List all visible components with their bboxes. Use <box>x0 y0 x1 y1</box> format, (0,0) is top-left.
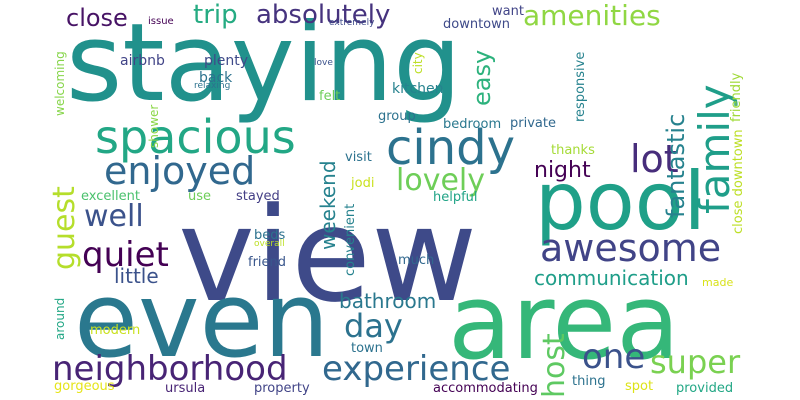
word-enjoyed: enjoyed <box>104 149 256 193</box>
word-experience: experience <box>322 349 511 389</box>
word-property: property <box>254 381 310 396</box>
word-absolutely: absolutely <box>256 0 391 30</box>
word-spot: spot <box>625 379 654 394</box>
word-helpful: helpful <box>433 190 478 205</box>
word-shower: shower <box>147 104 161 148</box>
word-super: super <box>650 343 741 381</box>
word-issue: issue <box>148 16 174 27</box>
word-felt: felt <box>319 89 341 104</box>
word-quiet: quiet <box>82 235 169 275</box>
word-host: host <box>537 333 572 398</box>
word-downtown: downtown <box>443 17 510 32</box>
word-well: well <box>84 199 144 234</box>
word-extremely: extremely <box>329 18 375 28</box>
word-much: much <box>398 253 435 268</box>
word-stayed: stayed <box>236 189 280 204</box>
word-beds: beds <box>254 228 286 243</box>
word-even: even <box>74 259 330 381</box>
word-back: back <box>199 70 233 86</box>
word-one: one <box>582 337 646 377</box>
word-night: night <box>534 158 591 183</box>
word-close-downtown: close downtown <box>731 129 746 234</box>
word-pool: pool <box>535 155 706 248</box>
word-jodi: jodi <box>351 176 375 191</box>
word-modern: modern <box>90 323 141 338</box>
word-bedroom: bedroom <box>443 117 502 132</box>
word-little: little <box>114 264 159 288</box>
word-lovely: guest <box>47 186 82 270</box>
word-private: private <box>510 116 556 131</box>
word-ursula: ursula <box>165 381 206 396</box>
word-cindy: cindy <box>386 120 516 176</box>
word-relaxing: relaxing <box>194 81 231 91</box>
word-town: town <box>351 341 383 356</box>
word-weekend: weekend <box>316 160 340 250</box>
word-responsive: responsive <box>573 51 588 122</box>
word-kitchen: kitchen <box>392 81 444 97</box>
word-accommodating: accommodating <box>433 381 538 396</box>
word-thanks: thanks <box>551 143 595 158</box>
word-use: use <box>188 189 212 204</box>
word-lot: lot <box>630 137 679 181</box>
word-amenities: amenities <box>523 0 661 32</box>
word-love: love <box>314 58 333 68</box>
word-staying: staying <box>66 1 462 126</box>
word-guest: lovely <box>396 163 485 198</box>
word-airbnb: airbnb <box>120 53 165 69</box>
word-city: city <box>411 52 425 74</box>
word-around: around <box>53 297 67 340</box>
word-communication: communication <box>534 266 689 290</box>
word-close: close <box>66 4 128 32</box>
word-neighborhood: neighborhood <box>52 349 288 389</box>
word-provided: provided <box>676 381 734 396</box>
word-overall: overall <box>254 239 285 249</box>
word-area: area <box>448 261 680 383</box>
word-friend: friend <box>248 255 287 270</box>
word-want: want <box>492 4 524 19</box>
word-trip: trip <box>193 0 238 30</box>
word-spacious: spacious <box>95 110 296 164</box>
word-plenty: plenty <box>204 53 249 69</box>
word-awesome: awesome <box>540 226 722 270</box>
word-visit: visit <box>345 150 372 165</box>
word-view: view <box>178 179 478 331</box>
word-made: made <box>702 276 734 289</box>
word-bathroom: bathroom <box>339 289 437 313</box>
word-gorgeous: gorgeous <box>54 379 115 394</box>
word-thing: thing <box>572 374 606 389</box>
word-excellent: excellent <box>81 189 140 204</box>
word-group: group <box>378 109 416 124</box>
word-day: day <box>344 307 403 345</box>
word-convenient: convenient <box>343 203 358 276</box>
word-welcoming: welcoming <box>53 51 67 116</box>
word-fantastic: fantastic <box>662 113 690 218</box>
word-friendly: friendly <box>729 72 744 122</box>
word-easy: easy <box>468 49 496 106</box>
